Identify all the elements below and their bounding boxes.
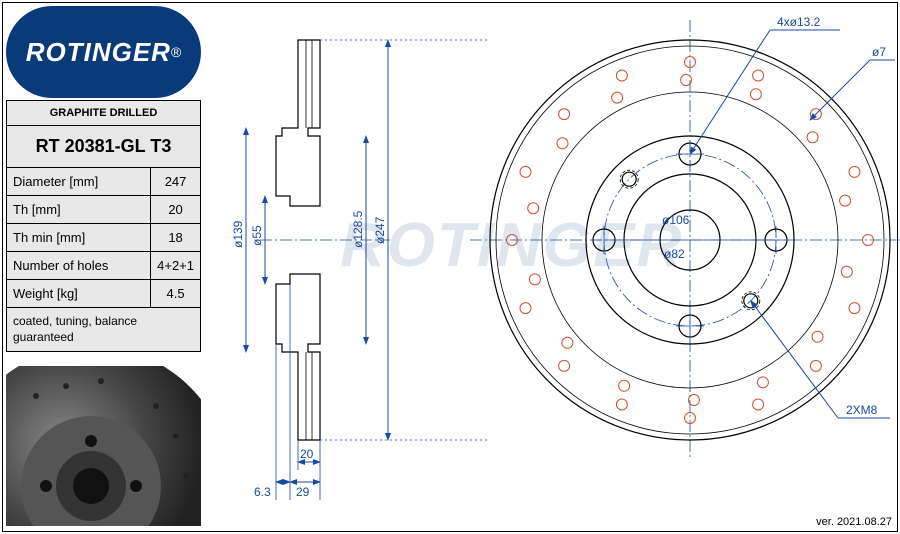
callout-drill: ø7 (872, 45, 886, 59)
dim-th: 20 (300, 447, 314, 461)
spec-label: Th [mm] (7, 196, 151, 224)
dim-hat: ø128.5 (351, 210, 365, 248)
spec-value: 4+2+1 (151, 252, 201, 280)
callout-thread: 2XM8 (846, 403, 878, 417)
product-thumbnail (6, 366, 201, 526)
spec-label: Number of holes (7, 252, 151, 280)
spec-value: 18 (151, 224, 201, 252)
dim-hub: ø55 (250, 225, 264, 246)
technical-drawing: 4xø13.2 ø7 2XM8 ø106 ø82 ø247 (210, 0, 900, 520)
spec-label: Th min [mm] (7, 224, 151, 252)
dim-pcd: ø106 (662, 213, 690, 227)
dim-hatw: 29 (296, 485, 310, 499)
side-view: ø247 ø128.5 ø55 ø139 20 29 6.3 (231, 40, 490, 500)
spec-label: Diameter [mm] (7, 168, 151, 196)
registered-mark: ® (171, 44, 181, 60)
dim-hhat: ø139 (231, 220, 245, 248)
spec-value: 20 (151, 196, 201, 224)
spec-table: GRAPHITE DRILLED RT 20381-GL T3 Diameter… (6, 100, 201, 352)
dim-bore: ø82 (664, 247, 685, 261)
version-label: ver. 2021.08.27 (816, 516, 892, 528)
callout-bolt: 4xø13.2 (777, 15, 821, 29)
spec-value: 4.5 (151, 280, 201, 308)
spec-value: 247 (151, 168, 201, 196)
dim-outer: ø247 (373, 216, 387, 244)
spec-label: Weight [kg] (7, 280, 151, 308)
spec-note: coated, tuning, balance guaranteed (7, 308, 201, 352)
spec-header: GRAPHITE DRILLED (7, 101, 201, 126)
front-view: 4xø13.2 ø7 2XM8 ø106 ø82 (470, 15, 900, 460)
brand-name: ROTINGER (26, 37, 171, 68)
part-number: RT 20381-GL T3 (7, 126, 201, 168)
brand-logo: ROTINGER® (6, 6, 201, 98)
dim-lip: 6.3 (254, 485, 271, 499)
